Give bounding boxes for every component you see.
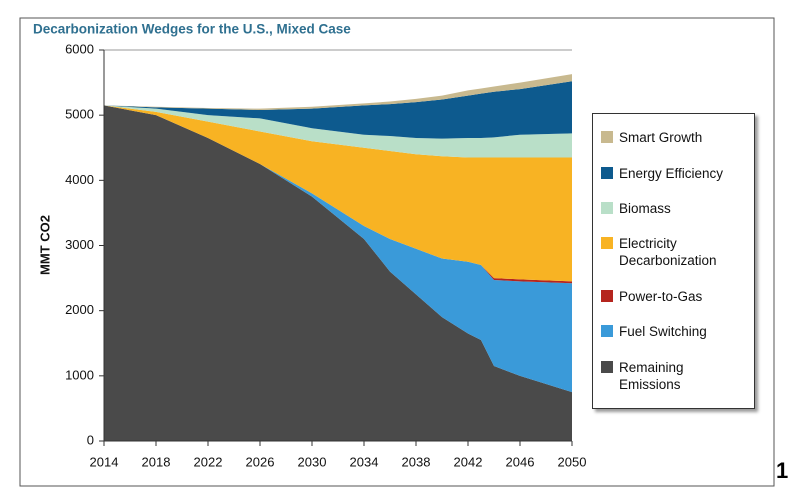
area: [104, 105, 572, 393]
y-tick-label: 1000: [65, 367, 94, 382]
chart-frame: [19, 17, 775, 487]
legend: Smart Growth Energy Efficiency Biomass Elec…: [592, 113, 755, 409]
y-tick-label: 0: [87, 432, 94, 447]
x-tick-label: 2030: [298, 454, 327, 469]
legend-item: Power-to-Gas: [597, 288, 750, 305]
x-tick-label: 2026: [246, 454, 275, 469]
legend-swatch: [601, 166, 613, 179]
legend-label: Smart Growth: [619, 130, 703, 146]
area: [104, 81, 572, 139]
legend-label: Power-to-Gas: [619, 288, 703, 304]
legend-swatch: [601, 325, 613, 338]
legend-swatch: [601, 237, 613, 250]
x-tick-label: 2014: [90, 454, 119, 469]
legend-label: Energy Efficiency: [619, 165, 724, 181]
legend-swatch: [601, 289, 613, 302]
area: [104, 105, 572, 282]
y-tick-label: 4000: [65, 172, 94, 187]
x-tick-label: 2022: [194, 454, 223, 469]
legend-item: Electricity Decarbonization: [597, 235, 750, 269]
y-tick-label: 2000: [65, 302, 94, 317]
legend-swatch: [601, 202, 613, 215]
x-tick-label: 2034: [350, 454, 379, 469]
legend-item: Smart Growth: [597, 129, 750, 146]
x-tick-label: 2042: [454, 454, 483, 469]
y-tick-label: 5000: [65, 107, 94, 122]
legend-label: Remaining Emissions: [619, 359, 684, 392]
area: [104, 74, 572, 110]
legend-swatch: [601, 360, 613, 373]
legend-label: Biomass: [619, 201, 671, 217]
x-tick-label: 2038: [402, 454, 431, 469]
x-tick-label: 2018: [142, 454, 171, 469]
legend-item: Energy Efficiency: [597, 165, 750, 182]
legend-swatch: [601, 131, 613, 144]
y-tick-label: 3000: [65, 237, 94, 252]
legend-item: Remaining Emissions: [597, 359, 750, 393]
x-tick-label: 2046: [506, 454, 535, 469]
area: [104, 105, 572, 442]
legend-item: Fuel Switching: [597, 323, 750, 340]
y-axis-label: MMT CO2: [37, 215, 52, 275]
chart-title: Decarbonization Wedges for the U.S., Mix…: [33, 22, 351, 37]
legend-item: Biomass: [597, 200, 750, 217]
y-tick-label: 6000: [65, 41, 94, 56]
x-tick-label: 2050: [558, 454, 587, 469]
legend-label: Electricity Decarbonization: [619, 236, 717, 269]
legend-label: Fuel Switching: [619, 324, 707, 340]
page-number: 1: [776, 458, 789, 483]
